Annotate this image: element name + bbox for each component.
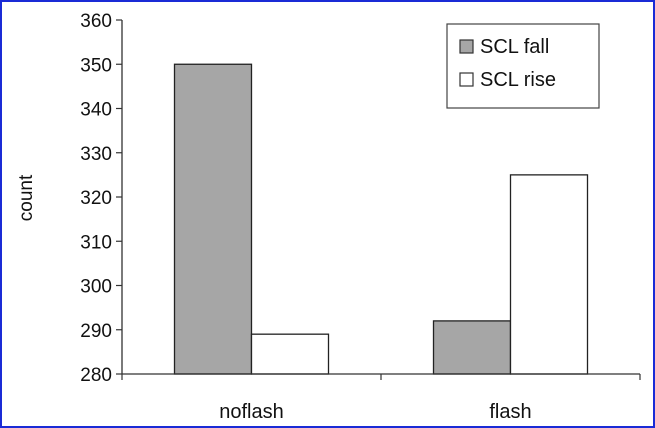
legend-swatch-scl-rise — [459, 72, 474, 87]
y-tick-label: 300 — [80, 277, 112, 298]
bar-scl-rise-noflash — [250, 333, 330, 375]
y-tick-label: 340 — [80, 100, 112, 121]
bars — [173, 63, 589, 375]
legend-box — [446, 23, 600, 109]
y-tick-label: 310 — [80, 232, 112, 253]
legend-label-scl-fall: SCL fall — [480, 36, 549, 58]
y-tick-label: 280 — [80, 365, 112, 386]
bar-scl-rise-flash — [509, 174, 589, 375]
y-tick-label: 290 — [80, 321, 112, 342]
bar-scl-fall-noflash — [173, 63, 253, 375]
y-axis-label: count — [16, 174, 37, 221]
axes — [121, 20, 641, 380]
y-tick-label: 360 — [80, 11, 112, 32]
legend-label-scl-rise: SCL rise — [480, 69, 556, 91]
y-tick-label: 350 — [80, 55, 112, 76]
y-tick-label: 330 — [80, 144, 112, 165]
y-axis-ticks: 280 290 300 310 320 330 340 350 360 — [80, 11, 122, 386]
x-axis-labels: noflash flash — [219, 401, 531, 423]
bar-scl-fall-flash — [432, 320, 512, 375]
x-tick-label-flash: flash — [489, 401, 531, 423]
legend-swatch-scl-fall — [459, 39, 474, 54]
legend: SCL fall SCL rise — [446, 23, 600, 109]
x-tick-label-noflash: noflash — [219, 401, 284, 423]
y-tick-label: 320 — [80, 188, 112, 209]
